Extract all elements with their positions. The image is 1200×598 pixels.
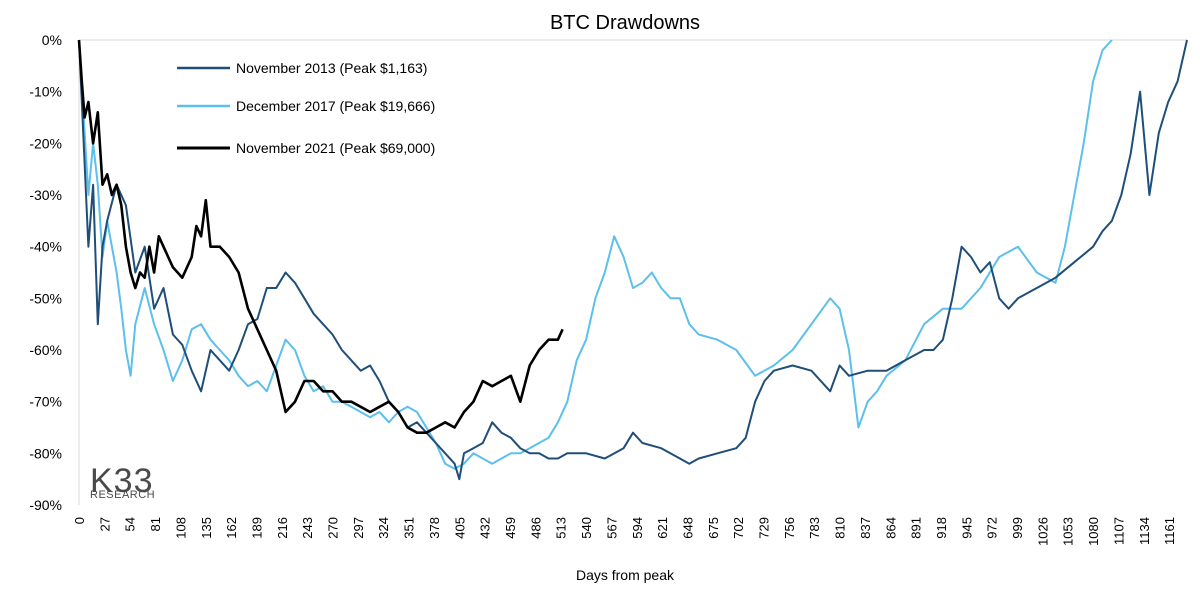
logo-text: K33 — [90, 462, 154, 500]
y-tick-label: -30% — [29, 187, 62, 203]
x-tick-label: 0 — [72, 517, 87, 524]
x-tick-label: 1053 — [1061, 517, 1076, 546]
legend-label-2: December 2017 (Peak $19,666) — [236, 98, 435, 114]
x-tick-label: 810 — [833, 517, 848, 539]
x-tick-label: 1161 — [1162, 517, 1177, 545]
x-tick-label: 405 — [452, 517, 467, 539]
x-tick-label: 432 — [478, 517, 493, 539]
axes: 0% -10% -20% -30% -40% -50% -60% -70% -80% -90% 0 2… — [29, 32, 1187, 546]
x-tick-label: 324 — [376, 517, 391, 539]
x-tick-label: 999 — [1010, 517, 1025, 539]
x-tick-label: 756 — [782, 517, 797, 539]
x-tick-label: 1134 — [1137, 517, 1152, 545]
x-tick-label: 1080 — [1086, 517, 1101, 546]
x-tick-label: 648 — [680, 517, 695, 539]
y-tick-label: 0% — [42, 32, 62, 48]
x-tick-label: 837 — [858, 517, 873, 539]
x-tick-label: 729 — [757, 517, 772, 539]
series-group — [77, 39, 1188, 481]
x-tick-label: 135 — [199, 517, 214, 539]
chart-title: BTC Drawdowns — [550, 12, 700, 34]
x-tick-label: 945 — [959, 517, 974, 539]
legend-label-1: November 2013 (Peak $1,163) — [236, 60, 427, 76]
x-tick-label: 567 — [604, 517, 619, 539]
x-tick-label: 216 — [275, 517, 290, 539]
x-tick-label: 351 — [402, 517, 417, 539]
y-tick-label: -40% — [29, 239, 62, 255]
x-tick-label: 189 — [249, 517, 264, 539]
x-tick-label: 54 — [123, 517, 138, 531]
x-tick-label: 513 — [554, 517, 569, 539]
x-tick-label: 864 — [883, 517, 898, 539]
x-tick-label: 594 — [630, 517, 645, 539]
x-tick-label: 891 — [909, 517, 924, 539]
legend-label-3: November 2021 (Peak $69,000) — [236, 140, 435, 156]
x-tick-label: 297 — [351, 517, 366, 539]
x-tick-label: 81 — [148, 517, 163, 531]
y-tick-label: -60% — [29, 342, 62, 358]
y-tick-label: -10% — [29, 84, 62, 100]
x-tick-label: 1107 — [1111, 517, 1126, 545]
y-tick-label: -90% — [29, 497, 62, 513]
y-tick-label: -70% — [29, 394, 62, 410]
series-line-2 — [78, 39, 1113, 470]
x-tick-label: 243 — [300, 517, 315, 539]
x-tick-label: 918 — [934, 517, 949, 539]
x-tick-label: 459 — [503, 517, 518, 539]
x-tick-label: 108 — [173, 517, 188, 539]
y-tick-label: -20% — [29, 135, 62, 151]
x-tick-label: 972 — [985, 517, 1000, 539]
x-tick-label: 675 — [706, 517, 721, 539]
series-line-1 — [78, 39, 1188, 481]
k33-research-logo: K33 RESEARCH — [90, 462, 155, 501]
x-axis-label: Days from peak — [576, 567, 675, 583]
logo-subtext: RESEARCH — [90, 489, 155, 501]
y-tick-label: -80% — [29, 445, 62, 461]
x-tick-label: 783 — [807, 517, 822, 539]
x-tick-label: 702 — [731, 517, 746, 539]
x-tick-label: 621 — [655, 517, 670, 539]
x-tick-label: 486 — [528, 517, 543, 539]
legend: November 2013 (Peak $1,163) December 2017… — [177, 60, 435, 156]
y-tick-label: -50% — [29, 290, 62, 306]
x-tick-label: 27 — [97, 517, 112, 531]
x-tick-label: 378 — [427, 517, 442, 539]
x-tick-label: 270 — [326, 517, 341, 539]
series-line-3 — [77, 39, 564, 435]
x-tick-label: 1026 — [1035, 517, 1050, 546]
x-tick-label: 540 — [579, 517, 594, 539]
x-tick-label: 162 — [224, 517, 239, 539]
